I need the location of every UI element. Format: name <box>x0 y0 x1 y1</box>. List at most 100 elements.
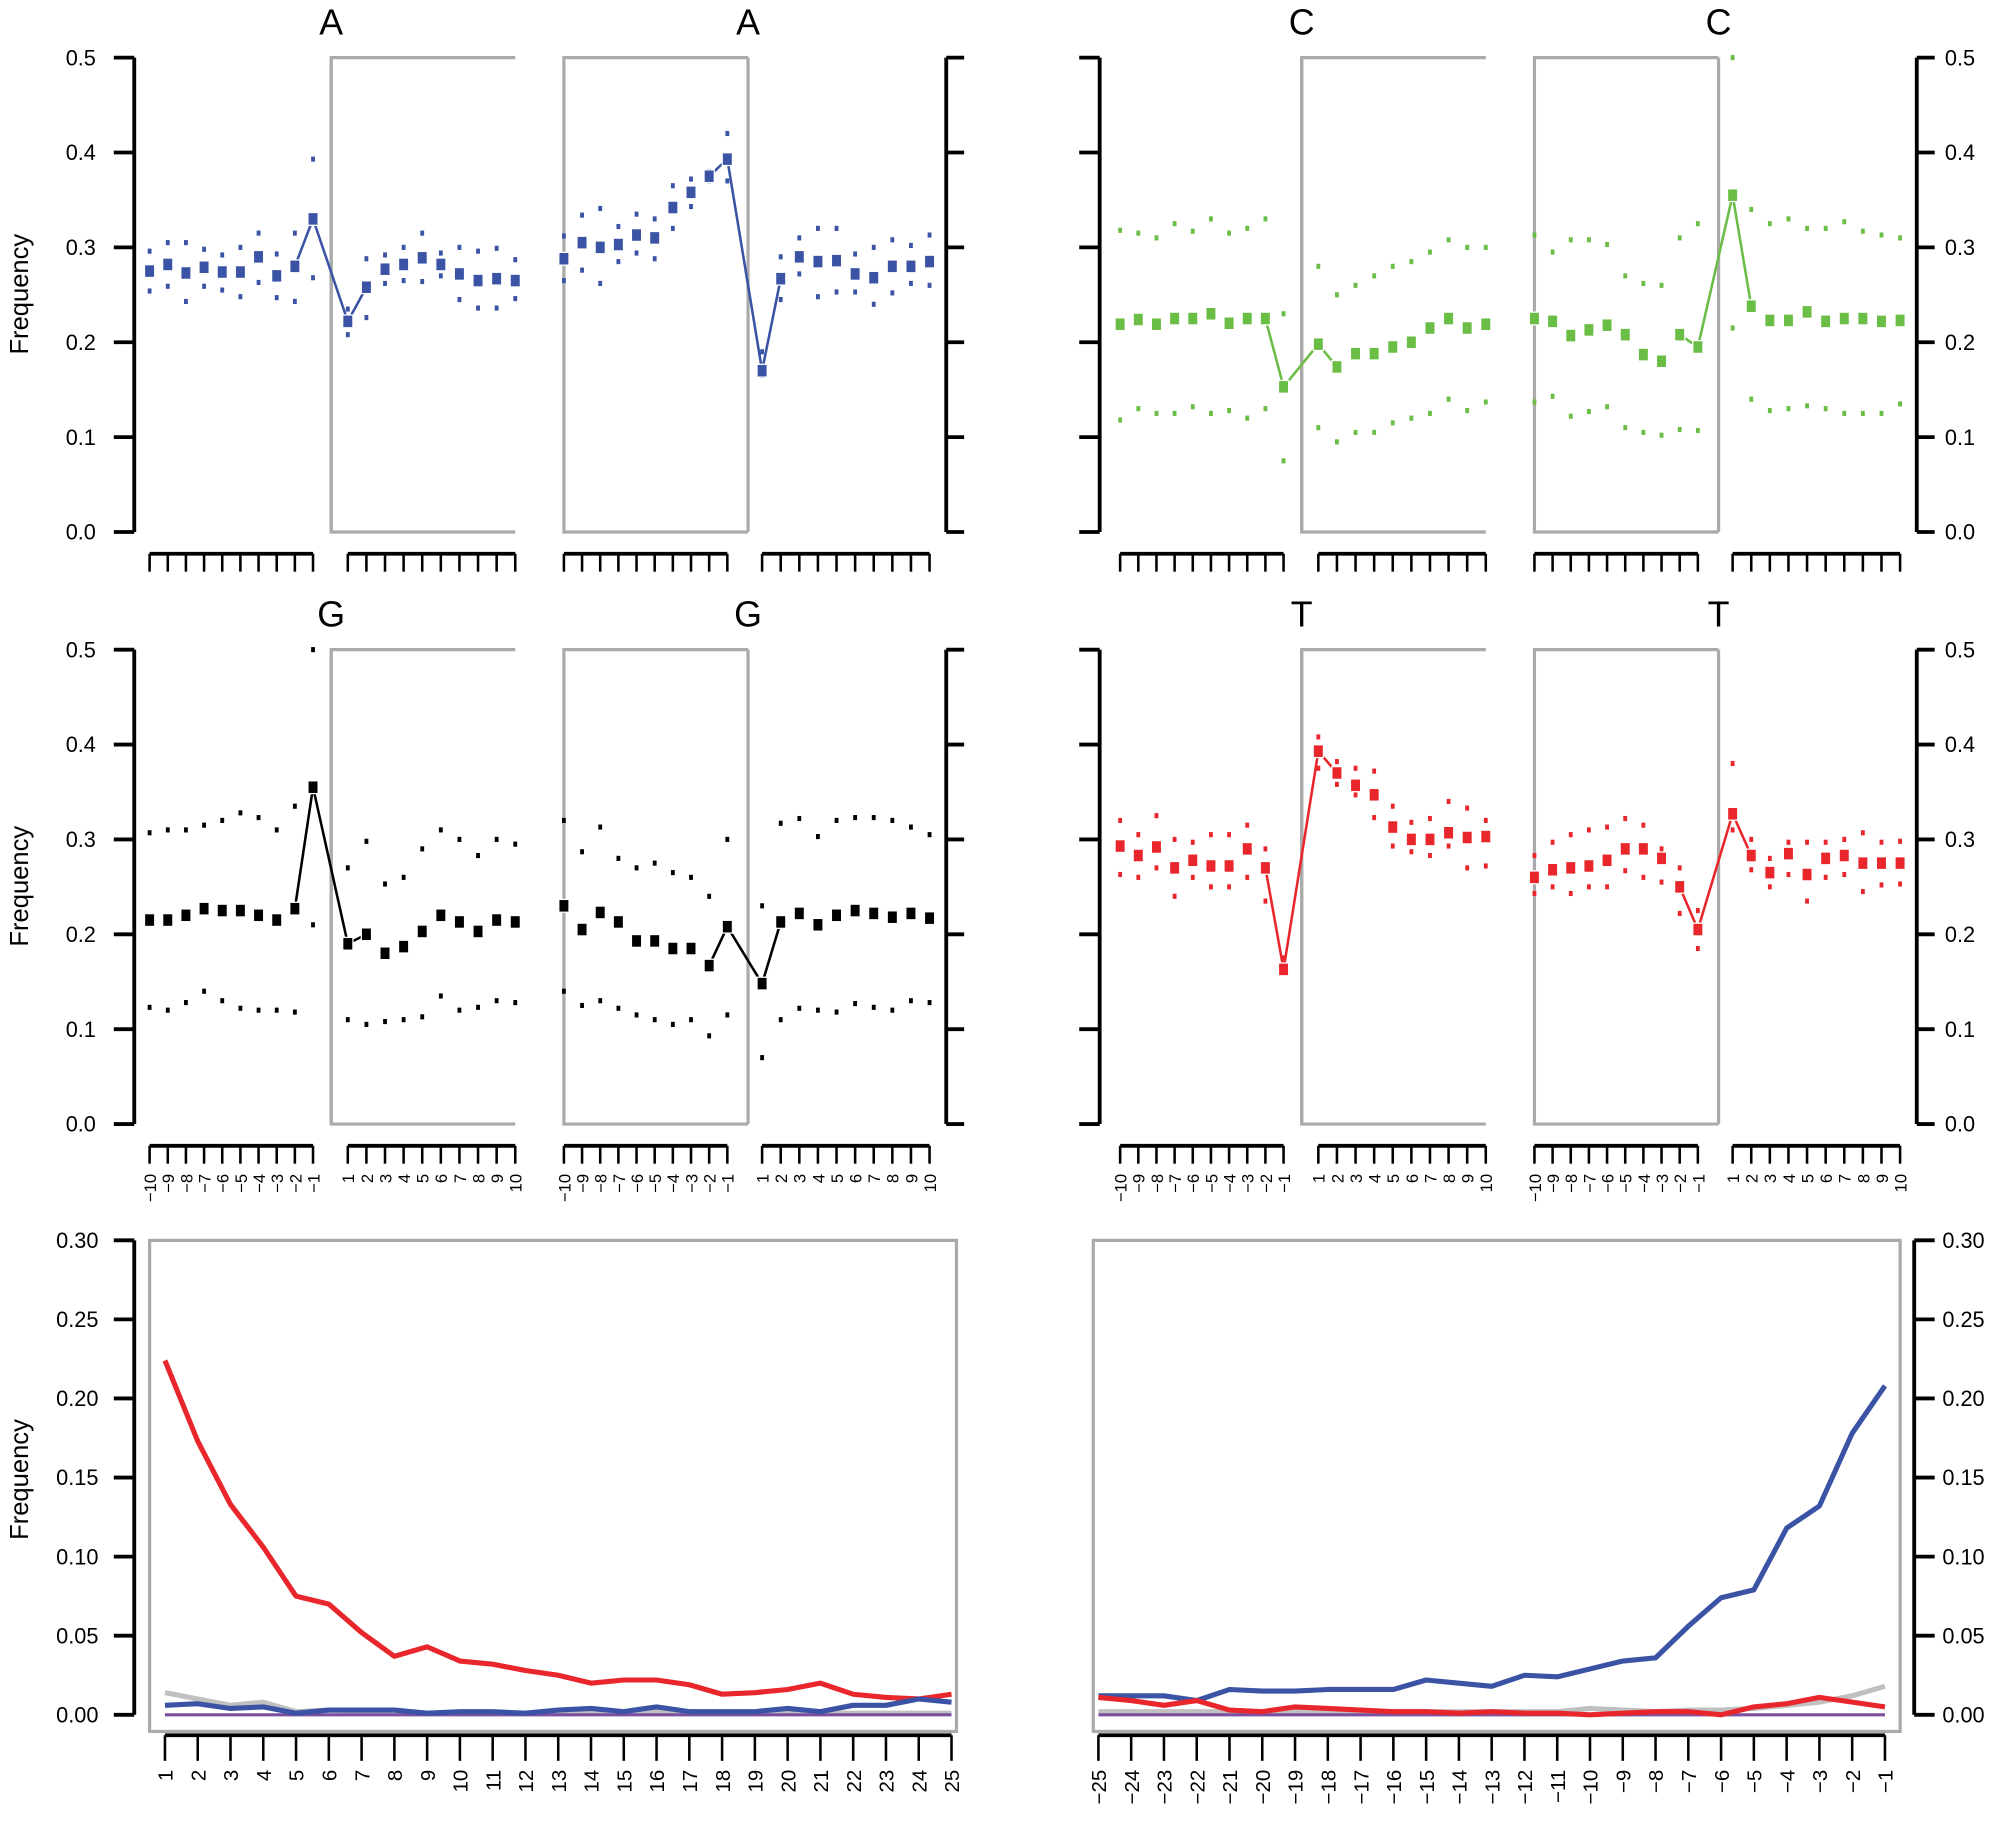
lower-bound-point <box>238 294 243 300</box>
lower-bound-point <box>1532 399 1537 405</box>
y-tick-label: 0.20 <box>56 1386 98 1411</box>
series-line-red <box>162 1359 952 1702</box>
mean-point <box>1801 867 1813 882</box>
mean-point <box>216 265 228 280</box>
lower-bound-point <box>909 998 913 1004</box>
lower-bound-point <box>1842 410 1847 416</box>
lower-bound-point <box>670 1021 675 1027</box>
upper-bound-point <box>292 803 297 809</box>
mean-point <box>1442 311 1455 326</box>
upper-bound-point <box>220 817 225 823</box>
lower-bound-point <box>292 1009 297 1015</box>
lower-bound-point <box>1483 863 1488 869</box>
upper-bound-point <box>797 235 802 241</box>
y-tick-label: 0.10 <box>56 1544 98 1569</box>
y-tick-label: 0.0 <box>1945 520 1975 545</box>
y-tick-label: 0.5 <box>1945 45 1975 70</box>
mean-point <box>793 249 806 264</box>
lower-bound-point <box>1879 410 1884 416</box>
upper-bound-point <box>1428 815 1432 822</box>
upper-bound-point <box>1446 798 1451 805</box>
x-tick-label: −19 <box>1285 1770 1308 1805</box>
mean-point <box>923 911 936 926</box>
lower-bound-point <box>561 988 566 994</box>
upper-bound-point <box>580 212 584 218</box>
mean-point <box>490 271 503 286</box>
mean-point <box>472 924 484 939</box>
x-tick-label: 22 <box>843 1770 866 1793</box>
mean-point <box>612 914 625 929</box>
upper-bound-point <box>401 874 406 880</box>
lower-bound-point <box>1172 893 1177 899</box>
lower-bound-point <box>1281 458 1286 464</box>
x-tick-label: 3 <box>1761 1174 1780 1183</box>
x-tick-label: 2 <box>1328 1174 1347 1183</box>
mean-point <box>1150 317 1163 332</box>
mean-point <box>416 250 428 265</box>
y-tick-label: 0.3 <box>1945 827 1975 852</box>
lower-bound-point <box>383 1019 387 1025</box>
upper-bound-point <box>1805 839 1809 845</box>
mean-point <box>1168 860 1181 875</box>
lower-bound-point <box>1623 425 1628 431</box>
upper-bound-point <box>513 841 518 847</box>
upper-bound-point <box>1623 273 1628 279</box>
upper-bound-point <box>1154 813 1159 819</box>
upper-bound-point <box>1446 237 1451 243</box>
upper-bound-point <box>909 824 913 830</box>
lower-bound-point <box>853 1000 858 1007</box>
upper-bound-point <box>1677 865 1682 871</box>
plot-frame <box>148 1238 959 1734</box>
lower-bound-point <box>1172 410 1177 416</box>
y-tick-label: 0.0 <box>66 1112 96 1137</box>
lower-bound-point <box>1390 420 1395 426</box>
x-tick-label: −7 <box>195 1174 214 1193</box>
x-tick-label: 2 <box>1743 1174 1762 1183</box>
subplot-title: T <box>1291 595 1313 635</box>
lower-bound-point <box>778 296 783 303</box>
x-tick-label: 6 <box>1403 1174 1422 1183</box>
upper-bound-point <box>1879 232 1884 238</box>
mean-point <box>1637 347 1650 362</box>
mean-connector-line <box>293 215 368 325</box>
lower-bound-point <box>292 298 297 305</box>
lower-bound-point <box>909 280 913 286</box>
lower-bound-point <box>1805 403 1809 409</box>
mean-connector-line <box>1678 810 1753 934</box>
y-tick-label: 0.2 <box>1945 922 1975 947</box>
lower-bound-point <box>1465 408 1470 414</box>
upper-bound-point <box>1605 241 1609 248</box>
x-tick-label: −4 <box>1776 1770 1799 1793</box>
upper-bound-point <box>184 240 188 246</box>
upper-bound-point <box>871 244 876 250</box>
lower-bound-point <box>1209 410 1213 416</box>
mean-point <box>162 257 174 272</box>
upper-bound-point <box>816 834 820 840</box>
upper-bound-point <box>1730 55 1735 61</box>
mean-point <box>1223 316 1235 331</box>
y-tick-label: 0.1 <box>1945 425 1975 450</box>
upper-bound-point <box>420 846 425 852</box>
lower-bound-point <box>689 204 693 210</box>
lower-bound-point <box>1465 865 1470 871</box>
upper-bound-point <box>1898 235 1903 241</box>
x-tick-label: 11 <box>482 1770 505 1791</box>
upper-bound-point <box>220 252 225 258</box>
upper-bound-point <box>345 865 350 871</box>
mean-point <box>1546 314 1559 329</box>
x-tick-label: 4 <box>253 1770 276 1781</box>
upper-bound-point <box>1118 227 1123 233</box>
mean-point <box>756 363 768 378</box>
lower-bound-point <box>1898 881 1903 887</box>
mean-point <box>435 257 447 272</box>
upper-bound-point <box>816 225 820 231</box>
lower-bound-point <box>1190 404 1195 410</box>
lower-bound-point <box>1879 882 1884 888</box>
lower-bound-point <box>1677 910 1682 916</box>
x-tick-label: −2 <box>286 1174 305 1193</box>
x-tick-label: 7 <box>1421 1174 1440 1183</box>
upper-bound-point <box>561 817 566 823</box>
x-tick-label: 8 <box>1440 1174 1459 1183</box>
y-tick-label: 0.2 <box>66 922 96 947</box>
x-tick-label: −1 <box>1689 1174 1708 1193</box>
